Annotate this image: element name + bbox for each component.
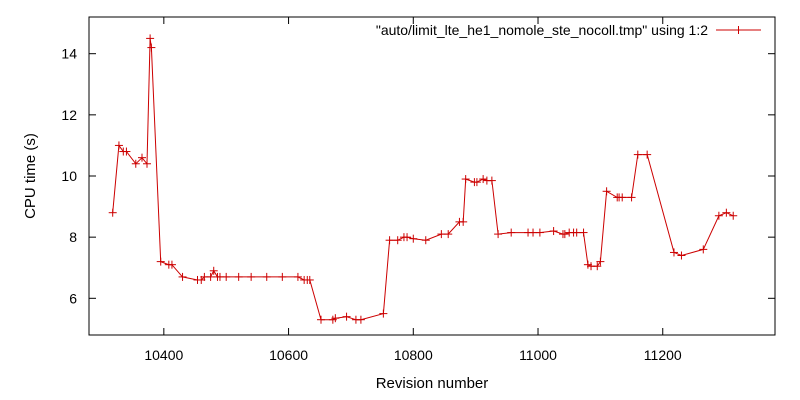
- series-layer: [108, 34, 738, 324]
- data-point: [409, 234, 418, 243]
- data-point: [714, 211, 723, 220]
- data-point: [572, 228, 581, 237]
- y-tick-label: 8: [69, 229, 77, 245]
- data-point: [222, 272, 231, 281]
- data-point: [627, 193, 636, 202]
- x-tick-label: 10600: [269, 347, 308, 363]
- data-point: [602, 187, 611, 196]
- data-point: [487, 176, 496, 185]
- data-point: [146, 34, 155, 43]
- data-point: [593, 262, 602, 271]
- data-point: [108, 208, 117, 217]
- data-point: [444, 230, 453, 239]
- data-point: [147, 43, 156, 52]
- y-axis-ticks: 6 8 10 12 14: [61, 46, 775, 306]
- data-point: [403, 233, 412, 242]
- y-tick-label: 12: [61, 107, 77, 123]
- data-point: [178, 272, 187, 281]
- data-point: [234, 272, 243, 281]
- x-tick-label: 11000: [519, 347, 557, 363]
- data-point: [114, 141, 123, 150]
- legend-marker: [734, 26, 743, 34]
- data-point: [722, 208, 731, 217]
- x-tick-label: 11200: [644, 347, 682, 363]
- x-tick-label: 10800: [394, 347, 433, 363]
- data-point: [494, 230, 503, 239]
- data-point: [461, 175, 470, 184]
- data-point: [356, 315, 365, 324]
- data-point: [633, 150, 642, 159]
- data-point: [579, 228, 588, 237]
- data-point: [699, 245, 708, 254]
- y-tick-label: 10: [61, 168, 77, 184]
- data-point: [560, 230, 569, 239]
- data-point: [385, 236, 394, 245]
- data-point: [596, 257, 605, 266]
- data-point: [247, 272, 256, 281]
- data-point: [138, 153, 147, 162]
- data-point: [535, 228, 544, 237]
- data-point: [131, 159, 140, 168]
- data-point: [669, 248, 678, 257]
- data-point: [293, 272, 302, 281]
- x-axis-ticks: 10400 10600 10800 11000 11200: [144, 17, 682, 363]
- data-point: [331, 314, 340, 323]
- y-tick-label: 14: [61, 46, 77, 62]
- data-point: [278, 272, 287, 281]
- data-point: [316, 315, 325, 324]
- data-point: [156, 257, 165, 266]
- data-point: [379, 309, 388, 318]
- y-axis-title: CPU time (s): [22, 133, 39, 219]
- data-point: [342, 312, 351, 321]
- data-point: [677, 251, 686, 260]
- data-point: [459, 217, 468, 226]
- x-axis-title: Revision number: [376, 375, 489, 392]
- data-point: [305, 275, 314, 284]
- legend-label: "auto/limit_lte_he1_nomole_ste_nocoll.tm…: [376, 22, 708, 38]
- data-point: [437, 230, 446, 239]
- data-point: [549, 227, 558, 236]
- data-point: [206, 272, 215, 281]
- data-point: [643, 150, 652, 159]
- data-point: [421, 236, 430, 245]
- y-tick-label: 6: [69, 290, 77, 306]
- data-point: [507, 228, 516, 237]
- data-point: [729, 211, 738, 220]
- data-point: [209, 266, 218, 275]
- data-point: [122, 147, 131, 156]
- x-tick-label: 10400: [144, 347, 183, 363]
- legend: "auto/limit_lte_he1_nomole_ste_nocoll.tm…: [376, 22, 761, 38]
- data-point: [167, 260, 176, 269]
- data-point: [472, 178, 481, 187]
- data-point: [618, 193, 627, 202]
- data-point: [393, 236, 402, 245]
- data-point: [142, 159, 151, 168]
- data-point: [262, 272, 271, 281]
- data-point: [479, 175, 488, 184]
- data-point: [529, 228, 538, 237]
